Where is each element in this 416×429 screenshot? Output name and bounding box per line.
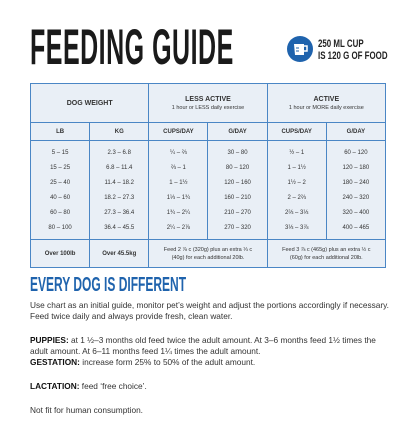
cell: 27.3 – 36.4	[89, 205, 150, 220]
cell: ⅔ – 1	[148, 160, 209, 175]
cell: 120 – 160	[207, 175, 268, 190]
cup-note: 250 ML CUP IS 120 G OF FOOD	[318, 38, 388, 62]
cell: 11.4 – 18.2	[89, 175, 150, 190]
over-cell: Over 100lb	[29, 239, 91, 268]
cell: 18.2 – 27.3	[89, 190, 150, 205]
cell: 6.8 – 11.4	[89, 160, 150, 175]
section-body: Use chart as an initial guide, monitor p…	[30, 300, 390, 429]
cell: 5 – 15	[29, 140, 91, 160]
feeding-table: DOG WEIGHT LESS ACTIVE 1 hour or LESS dail…	[29, 83, 387, 268]
cell: 30 – 80	[207, 140, 268, 160]
cup-note-line: IS 120 G OF FOOD	[318, 50, 388, 62]
cell: 240 – 320	[325, 190, 387, 205]
cell: 1¾ – 2¼	[148, 205, 209, 220]
over-cell: Over 45.5kg	[89, 239, 150, 268]
cup-icon	[287, 36, 313, 62]
data-row: 60 – 80 27.3 – 36.4 1¾ – 2¼ 210 – 270 2⅔ – 3…	[29, 205, 387, 220]
note-label: LACTATION:	[30, 381, 80, 391]
column-header: KG	[89, 122, 150, 141]
data-row: 5 – 15 2.3 – 6.8 ¼ – ⅔ 30 – 80 ½ – 1 60 – 120	[29, 140, 387, 160]
cell: 36.4 – 45.5	[89, 220, 150, 240]
group-header: LESS ACTIVE 1 hour or LESS daily exercise	[148, 83, 268, 123]
column-header: LB	[29, 122, 91, 141]
cell: 180 – 240	[325, 175, 387, 190]
cell: 160 – 210	[207, 190, 268, 205]
note: GESTATION: increase form 25% to 50% of t…	[30, 357, 390, 368]
header-row: DOG WEIGHT LESS ACTIVE 1 hour or LESS dail…	[29, 83, 387, 123]
cell: 80 – 100	[29, 220, 91, 240]
cell: 400 – 465	[325, 220, 387, 240]
page: FEEDING GUIDE 250 ML CUP IS 120 G OF FOO…	[29, 19, 389, 415]
cup-note-line: 250 ML CUP	[318, 38, 364, 50]
data-row: 80 – 100 36.4 – 45.5 2¼ – 2⅞ 270 – 320 3⅓ – …	[29, 220, 387, 240]
data-row: 40 – 60 18.2 – 27.3 1⅓ – 1¾ 160 – 210 2 – 2⅔…	[29, 190, 387, 205]
note-text: at 1 ½–3 months old feed twice the adult…	[30, 335, 376, 356]
cell: 60 – 120	[325, 140, 387, 160]
cell: 15 – 25	[29, 160, 91, 175]
cell: ¼ – ⅔	[148, 140, 209, 160]
note-text: increase form 25% to 50% of the adult am…	[79, 357, 256, 367]
cell: 210 – 270	[207, 205, 268, 220]
cell: 1⅓ – 1¾	[148, 190, 209, 205]
cell: 40 – 60	[29, 190, 91, 205]
note: LACTATION: feed ‘free choice’.	[30, 381, 390, 392]
over-cell: Feed 2 ⅞ c (320g) plus an extra ⅓ c (40g…	[148, 239, 268, 268]
cell: 120 – 180	[325, 160, 387, 175]
cell: 2¼ – 2⅞	[148, 220, 209, 240]
over-row: Over 100lb Over 45.5kg Feed 2 ⅞ c (320g) p…	[29, 239, 387, 268]
data-row: 15 – 25 6.8 – 11.4 ⅔ – 1 80 – 120 1 – 1½ 120 …	[29, 160, 387, 175]
cell: 1 – 1½	[266, 160, 327, 175]
group-subtitle: 1 hour or MORE daily exercise	[288, 104, 364, 111]
note-text: feed ‘free choice’.	[79, 381, 147, 391]
cell: 1½ – 2	[266, 175, 327, 190]
note: PUPPIES: at 1 ½–3 months old feed twice …	[30, 335, 390, 357]
note-label: GESTATION:	[30, 357, 80, 367]
cell: 2⅔ – 3⅓	[266, 205, 327, 220]
cell: 3⅓ – 3⅞	[266, 220, 327, 240]
group-header: ACTIVE 1 hour or MORE daily exercise	[266, 83, 387, 123]
column-header: CUPS/DAY	[266, 122, 327, 141]
title: FEEDING GUIDE	[30, 19, 234, 75]
group-title: LESS ACTIVE	[185, 95, 231, 103]
column-row: LB KG CUPS/DAY G/DAY CUPS/DAY G/DAY	[29, 122, 387, 141]
over-cell: Feed 3 ⅞ c (465g) plus an extra ½ c (60g…	[266, 239, 387, 268]
cell: 60 – 80	[29, 205, 91, 220]
group-subtitle: 1 hour or LESS daily exercise	[171, 104, 245, 111]
cell: ½ – 1	[266, 140, 327, 160]
intro: Use chart as an initial guide, monitor p…	[30, 300, 389, 321]
group-title: ACTIVE	[313, 95, 340, 103]
column-header: G/DAY	[325, 122, 387, 141]
disclaimer: Not fit for human consumption.	[30, 405, 143, 415]
section-heading: EVERY DOG IS DIFFERENT	[30, 274, 187, 296]
cell: 25 – 40	[29, 175, 91, 190]
column-header: G/DAY	[207, 122, 268, 141]
cell: 2.3 – 6.8	[89, 140, 150, 160]
column-header: CUPS/DAY	[148, 122, 209, 141]
cell: 270 – 320	[207, 220, 268, 240]
cell: 80 – 120	[207, 160, 268, 175]
cell: 2 – 2⅔	[266, 190, 327, 205]
cell: 320 – 400	[325, 205, 387, 220]
weight-header: DOG WEIGHT	[29, 83, 150, 123]
cell: 1 – 1½	[148, 175, 209, 190]
note-label: PUPPIES:	[30, 335, 69, 345]
